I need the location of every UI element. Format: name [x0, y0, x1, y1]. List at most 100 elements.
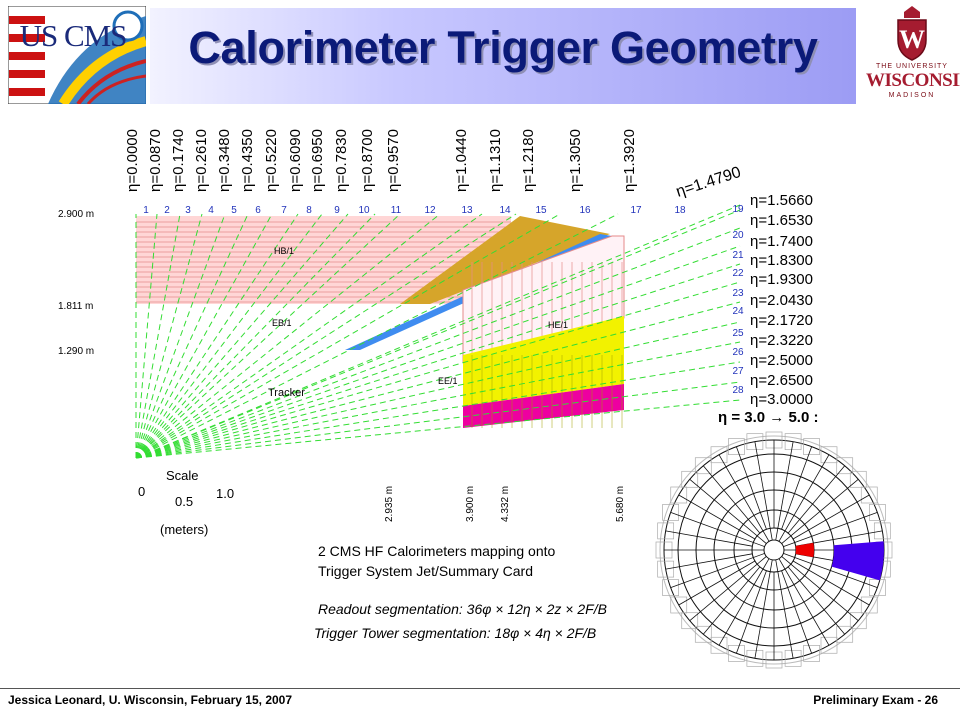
tower-number: 3: [185, 205, 191, 216]
hf-readout-cell: [795, 542, 815, 558]
eta-line: [135, 281, 741, 459]
hf-phi-line: [787, 566, 846, 635]
hf-outer-cell: [710, 636, 728, 654]
eta-label-right: η=1.7400: [750, 233, 813, 250]
eta-label-top: η=0.3480: [216, 129, 233, 192]
hf-outer-cell: [746, 433, 764, 451]
hf-outer-cell: [670, 486, 688, 504]
hf-phi-line: [778, 558, 830, 646]
wisconsin-w-letter: W: [899, 25, 925, 54]
z-distance-label: 2.935 m: [384, 486, 395, 522]
hf-outer-cell: [728, 438, 745, 455]
hf-phi-line: [792, 494, 870, 540]
eta-label-top: η=0.8700: [359, 129, 376, 192]
hf-phi-line: [781, 570, 812, 654]
eta-line: [135, 213, 517, 459]
eta-label-top: η=0.6950: [309, 129, 326, 192]
hf-phi-line: [670, 512, 765, 547]
tower-number: 14: [499, 205, 511, 216]
tower-numbers-top: 1 2 3 4 5 6 7 8 9 10 11 12 13 14 15 16 17 18: [143, 205, 686, 216]
tower-number: 6: [255, 205, 261, 216]
eta-label-right: η=1.9300: [750, 271, 813, 288]
eta-line: [135, 213, 483, 459]
hf-phi-line: [778, 454, 830, 542]
tower-numbers-right: 19 20 21 22 23 24 25 26 27 28: [732, 204, 744, 396]
z-distance-label: 3.900 m: [465, 486, 476, 522]
eta-label-top: η=0.2610: [193, 129, 210, 192]
hf-ring: [659, 435, 889, 665]
eta-label-right: η=2.0430: [750, 292, 813, 309]
eta-line: [135, 213, 349, 459]
hf-outer-cell: [694, 457, 712, 475]
hf-outer-cell: [784, 433, 802, 451]
hf-outer-cell: [849, 612, 867, 630]
tower-number: 24: [732, 306, 744, 317]
eta-label-right: η=2.6500: [750, 372, 813, 389]
hf-phi-line: [678, 494, 756, 540]
scale-label: Scale: [166, 468, 199, 483]
region-label-he: HE/1: [548, 320, 568, 330]
region-label-hb: HB/1: [274, 246, 294, 256]
eta-label-right: η=1.5660: [750, 192, 813, 209]
eta-line: [135, 213, 376, 459]
tower-number: 5: [231, 205, 237, 216]
z-distance-label: 5.680 m: [615, 486, 626, 522]
wisconsin-line-1: THE UNIVERSITY: [876, 63, 948, 70]
hf-outer-cell: [784, 649, 802, 667]
hf-phi-line: [787, 465, 846, 534]
ee-hatching: [471, 355, 623, 428]
eta-line: [135, 301, 741, 459]
eta-line: [135, 213, 619, 459]
z-distance-label: 4.332 m: [500, 486, 511, 522]
hf-outer-cell: [803, 645, 820, 662]
hf-phi-line: [783, 553, 878, 588]
eta-line: [135, 361, 741, 459]
ee-magenta-region: [463, 384, 624, 428]
hf-outer-cell: [728, 645, 745, 662]
hf-outer-cell: [681, 470, 699, 488]
hf-outer-cell: [860, 596, 878, 614]
eta-label-top: η=1.0440: [453, 129, 470, 192]
eta-line: [135, 204, 741, 459]
uscms-logo: [8, 6, 146, 104]
eta-label-right: η=1.6530: [750, 212, 813, 229]
hf-phi-line: [670, 553, 765, 588]
hf-caption-line-2: Trigger System Jet/Summary Card: [318, 563, 533, 579]
eta-line: [135, 399, 741, 459]
radius-label: 1.290 m: [58, 346, 94, 357]
eta-label-top: η=0.5220: [263, 129, 280, 192]
hf-ring: [763, 539, 785, 561]
hf-outer-cell: [710, 446, 728, 464]
hf-phi-line: [736, 570, 767, 654]
tower-number: 25: [732, 328, 744, 339]
endcap-transition-wedge: [400, 216, 610, 304]
tower-number: 16: [579, 205, 591, 216]
hf-outer-cell: [820, 636, 838, 654]
hf-phi-line: [702, 465, 761, 534]
eta-label-top: η=0.0870: [147, 129, 164, 192]
eta-label-top: η=1.3050: [567, 129, 584, 192]
eta-line: [135, 213, 561, 459]
uscms-logo-text: US CMS: [19, 18, 128, 53]
hf-trigger-tower: [831, 541, 884, 581]
tower-number: 8: [306, 205, 312, 216]
ee-yellow-region: [463, 316, 624, 406]
eta-line: [135, 245, 741, 459]
wisconsin-line-2: WISCONSIN: [866, 70, 960, 91]
hf-phi-line: [718, 558, 770, 646]
eta-line: [135, 213, 273, 459]
tower-number: 27: [732, 366, 744, 377]
tower-number: 15: [535, 205, 547, 216]
hf-outer-cell: [681, 612, 699, 630]
eta-line: [135, 381, 741, 459]
hf-outer-cell: [662, 579, 679, 596]
footer-rule: [0, 688, 960, 689]
tower-number: 28: [732, 385, 744, 396]
region-label-ee: EE/1: [438, 376, 458, 386]
title-bar: [150, 8, 856, 104]
readout-segmentation: Readout segmentation: 36φ × 12η × 2z × 2…: [318, 601, 607, 617]
uscms-flag-stripes: [9, 7, 45, 103]
hf-phi-line: [702, 566, 761, 635]
hf-outer-cell: [662, 504, 679, 521]
hf-phi-line: [736, 446, 767, 530]
